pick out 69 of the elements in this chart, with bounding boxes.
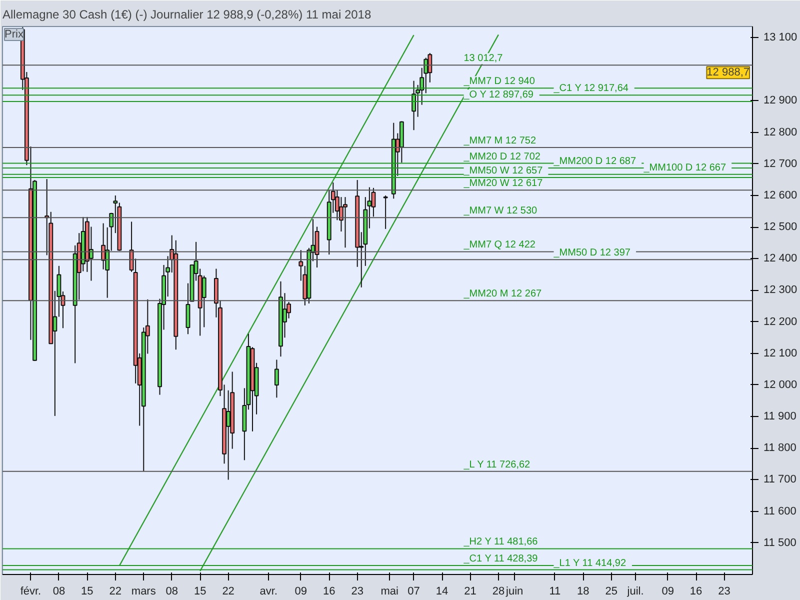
ref-line-label: _MM7 M 12 752 xyxy=(462,135,536,146)
x-tick-label: 23 xyxy=(718,586,730,598)
x-tick-label: 23 xyxy=(351,586,364,598)
ref-line-label: _MM50 D 12 397 xyxy=(552,248,631,259)
y-tick-label: 12 100 xyxy=(764,347,798,360)
x-tick-label: 08 xyxy=(52,586,66,598)
y-tick-label: 12 000 xyxy=(764,378,798,391)
candlestick xyxy=(274,359,279,398)
y-tick-label: 12 800 xyxy=(764,126,798,138)
y-tick-label: 12 200 xyxy=(764,316,798,328)
x-tick-label: 07 xyxy=(408,586,420,598)
ref-line-label: _MM7 W 12 530 xyxy=(462,206,538,217)
y-tick-label: 12 300 xyxy=(764,284,798,296)
ref-line-label: _O Y 12 897,69 xyxy=(462,89,534,100)
x-tick-label: 15 xyxy=(194,586,206,598)
x-tick-label: févr. xyxy=(20,586,42,598)
x-tick-label: avr. xyxy=(260,586,278,598)
x-tick-label: 16 xyxy=(322,586,336,598)
x-tick-label: juin xyxy=(505,586,524,598)
x-tick-label: juil. xyxy=(626,586,644,598)
ref-line-label: _C1 Y 12 917,64 xyxy=(552,83,629,94)
annotation: Prix xyxy=(4,28,24,40)
y-tick-label: 13 100 xyxy=(764,32,798,44)
y-tick-label: 11 800 xyxy=(764,442,796,454)
y-tick-label: 12 600 xyxy=(764,189,798,202)
x-tick-label: 28 xyxy=(492,586,505,598)
candlestick xyxy=(105,226,110,298)
ref-line-label: _C1 Y 11 428,39 xyxy=(462,554,538,565)
x-tick-label: 11 xyxy=(549,586,561,598)
ref-line-label: _L1 Y 11 414,92 xyxy=(552,558,626,569)
x-tick-label: 21 xyxy=(464,586,476,598)
candlestick xyxy=(383,194,388,230)
ref-line-label: _MM200 D 12 687 xyxy=(552,156,636,167)
ref-line-label: _MM7 Q 12 422 xyxy=(462,240,536,251)
ref-line-label: _MM7 D 12 940 xyxy=(462,76,536,88)
ref-line-label: _MM20 M 12 267 xyxy=(462,288,542,300)
y-tick-label: 11 700 xyxy=(764,474,796,486)
x-tick-label: 22 xyxy=(222,586,234,598)
x-tick-label: 16 xyxy=(690,586,702,598)
ref-line-label: _H2 Y 11 481,66 xyxy=(462,536,538,548)
x-tick-label: mars xyxy=(131,586,156,598)
y-tick-label: 11 500 xyxy=(764,536,796,549)
x-tick-label: 15 xyxy=(81,586,94,598)
ref-line-label: _MM20 W 12 617 xyxy=(462,178,544,190)
x-tick-label: 18 xyxy=(577,586,590,598)
y-tick-label: 12 400 xyxy=(764,252,798,265)
annotation: 12 988,7 xyxy=(706,66,750,79)
x-tick-label: 14 xyxy=(436,586,448,598)
x-tick-label: 09 xyxy=(662,586,674,598)
y-tick-label: 11 900 xyxy=(764,410,796,423)
ref-line-label: _MM50 W 12 657 xyxy=(462,165,544,176)
x-tick-label: 22 xyxy=(109,586,122,598)
candlestick xyxy=(412,80,416,131)
chart-title: Allemagne 30 Cash (1€) (-) Journalier 12 988,9 (-0,28%) 11 mai 2018 xyxy=(2,8,372,22)
y-tick-label: 11 600 xyxy=(764,505,796,518)
candlestick xyxy=(202,275,206,328)
ref-line-label: _MM20 D 12 702 xyxy=(462,151,541,162)
candlestick xyxy=(226,390,231,480)
ref-line-label: 13 012,7 xyxy=(464,53,504,64)
x-tick-label: 08 xyxy=(166,586,178,598)
x-tick-label: 25 xyxy=(605,586,618,598)
x-tick-label: 09 xyxy=(294,586,308,598)
y-tick-label: 12 700 xyxy=(764,158,798,170)
y-tick-label: 12 500 xyxy=(764,221,798,234)
ref-line-label: _L Y 11 726,62 xyxy=(462,459,531,470)
ref-line-label: _MM100 D 12 667 xyxy=(642,162,726,174)
x-tick-label: mai xyxy=(380,586,398,598)
y-tick-label: 12 900 xyxy=(764,94,798,107)
candlestick xyxy=(343,196,348,248)
